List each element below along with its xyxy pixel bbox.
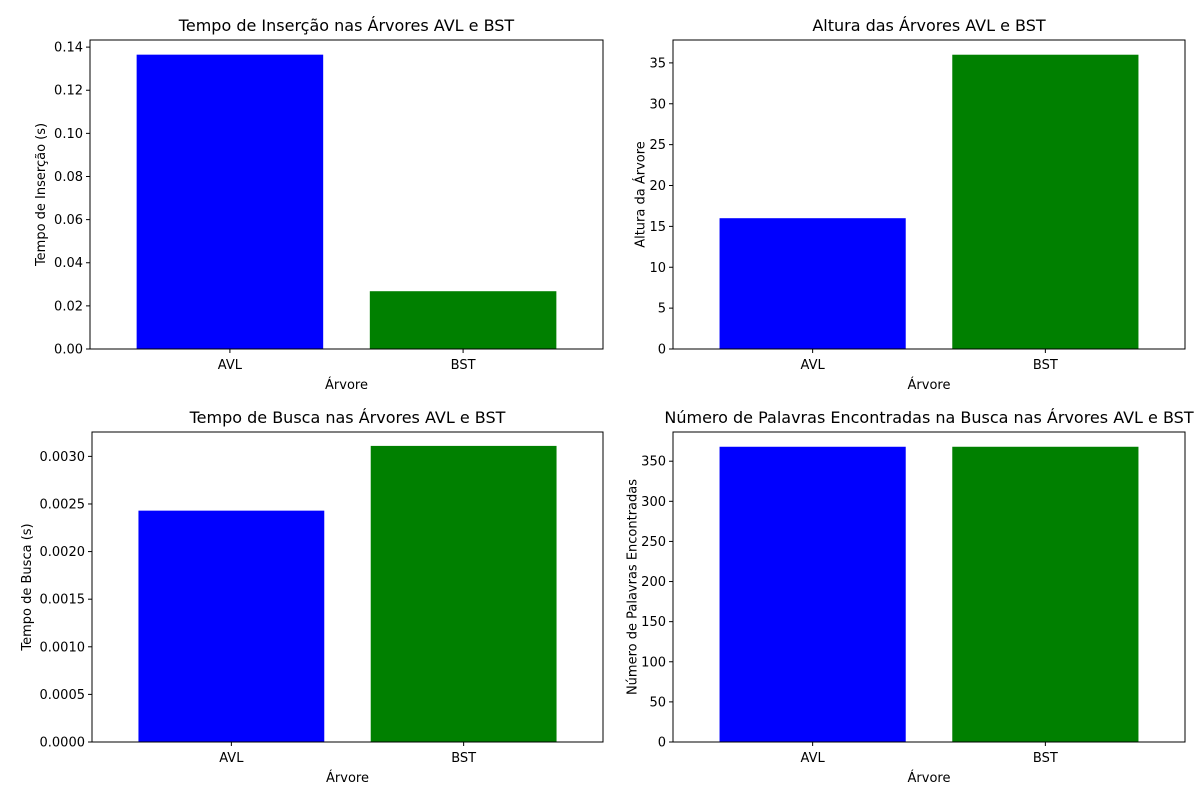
bar-bst [369, 291, 557, 349]
axes-frame [672, 39, 1186, 350]
chart-panel-2: 0 5 10 15 20 25 30 35 AVL BST Altura das Árvores A… [633, 16, 1186, 393]
x-tick-label: BST [451, 358, 476, 373]
y-tick-label: 0.08 [54, 170, 83, 185]
x-tick-label: BST [451, 751, 476, 766]
y-tick-label: 0.0020 [40, 545, 86, 560]
y-tick-label: 30 [649, 97, 666, 112]
x-tick-label: BST [1033, 751, 1058, 766]
y-tick-label: 0.0030 [40, 450, 86, 465]
y-tick-label: 200 [641, 575, 666, 590]
x-tick-label: AVL [218, 358, 243, 373]
x-tick-label: AVL [801, 358, 826, 373]
bar-avl [719, 446, 906, 742]
bar-avl [719, 218, 906, 349]
y-tick-label: 100 [641, 655, 666, 670]
chart-panel-1: 0.00 0.02 0.04 0.06 0.08 0.10 0.12 0.14 AVL BST Te… [34, 16, 604, 393]
y-tick-label: 300 [641, 495, 666, 510]
y-tick-label: 0.06 [54, 213, 83, 228]
axes-frame [672, 431, 1186, 743]
y-tick-label: 250 [641, 535, 666, 550]
chart-title: Tempo de Busca nas Árvores AVL e BST [189, 408, 506, 427]
bar-bst [952, 54, 1139, 349]
y-tick-label: 0.14 [54, 41, 83, 56]
y-tick-label: 25 [649, 138, 666, 153]
y-tick-label: 10 [649, 261, 666, 276]
bar-bst [952, 446, 1139, 742]
chart-title: Número de Palavras Encontradas na Busca … [664, 408, 1193, 427]
axes-frame [89, 39, 604, 350]
bar-avl [136, 54, 324, 350]
x-axis-label: Árvore [325, 377, 368, 393]
y-tick-label: 15 [649, 220, 666, 235]
x-tick-label: BST [1033, 358, 1058, 373]
y-tick-label: 0.04 [54, 256, 83, 271]
y-axis-label: Altura da Árvore [633, 141, 649, 248]
y-tick-label: 5 [658, 302, 666, 317]
x-axis-label: Árvore [326, 770, 369, 786]
y-tick-label: 50 [649, 695, 666, 710]
y-tick-label: 0.10 [54, 127, 83, 142]
chart-panel-4: 0 50 100 150 200 250 300 350 AVL BST Número de Pal… [625, 408, 1193, 786]
y-tick-label: 350 [641, 455, 666, 470]
y-tick-label: 35 [649, 56, 666, 71]
y-axis-label: Tempo de Busca (s) [20, 523, 35, 651]
chart-title: Altura das Árvores AVL e BST [812, 16, 1046, 35]
y-tick-label: 150 [641, 615, 666, 630]
y-tick-label: 0.0000 [40, 736, 86, 751]
x-tick-label: AVL [801, 751, 826, 766]
chart-panel-3: 0.0000 0.0005 0.0010 0.0015 0.0020 0.0025 0.00… [20, 408, 604, 786]
y-axis-label: Número de Palavras Encontradas [625, 479, 640, 695]
bar-avl [138, 510, 325, 742]
y-tick-label: 0.02 [54, 299, 83, 314]
y-tick-label: 0.00 [54, 343, 83, 358]
y-tick-label: 20 [649, 179, 666, 194]
y-tick-label: 0.0025 [40, 497, 86, 512]
y-tick-label: 0 [658, 343, 666, 358]
x-tick-label: AVL [219, 751, 244, 766]
y-tick-label: 0.0010 [40, 640, 86, 655]
x-axis-label: Árvore [908, 770, 951, 786]
y-tick-label: 0.12 [54, 84, 83, 99]
y-tick-label: 0.0015 [40, 593, 86, 608]
y-tick-label: 0 [658, 736, 666, 751]
bar-bst [370, 445, 557, 742]
chart-title: Tempo de Inserção nas Árvores AVL e BST [178, 16, 515, 35]
y-axis-label: Tempo de Inserção (s) [34, 123, 49, 267]
axes-frame [91, 431, 604, 743]
y-tick-label: 0.0005 [40, 688, 86, 703]
x-axis-label: Árvore [908, 377, 951, 393]
